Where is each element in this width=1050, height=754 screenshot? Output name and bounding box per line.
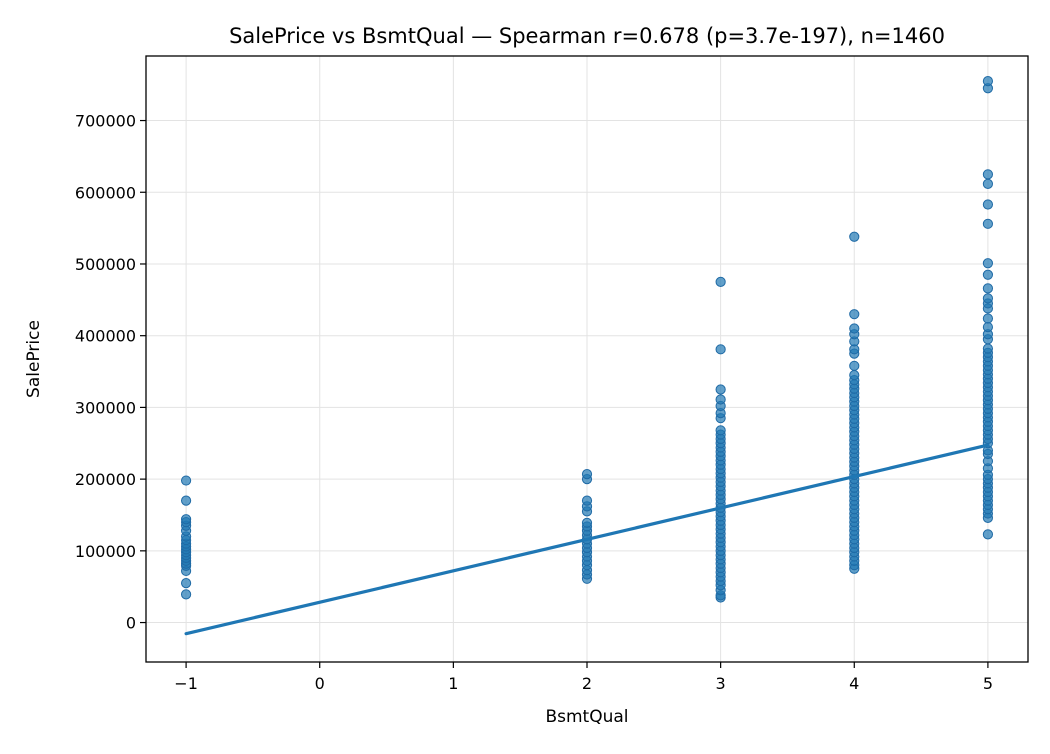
- data-point: [581, 469, 593, 480]
- data-point: [982, 313, 994, 324]
- y-tick-label: 500000: [75, 255, 136, 274]
- data-point: [715, 344, 726, 355]
- data-point: [982, 293, 994, 304]
- data-point: [982, 321, 994, 333]
- data-point: [180, 495, 192, 506]
- data-point: [715, 394, 726, 405]
- data-point: [849, 360, 860, 371]
- chart-title: SalePrice vs BsmtQual — Spearman r=0.678…: [229, 24, 945, 48]
- data-point: [715, 425, 726, 436]
- data-point: [982, 269, 994, 280]
- data-point: [849, 309, 860, 320]
- data-point: [982, 169, 994, 180]
- data-point: [581, 517, 593, 528]
- data-point: [982, 178, 994, 189]
- y-tick-label: 100000: [75, 542, 136, 561]
- regression-line: [184, 443, 990, 636]
- fit-line-layer: [184, 443, 990, 636]
- data-point: [849, 231, 860, 242]
- x-tick-label: 0: [315, 674, 325, 693]
- y-tick-label: 400000: [75, 327, 136, 346]
- x-tick-label: 4: [849, 674, 859, 693]
- x-axis-label: BsmtQual: [545, 707, 628, 727]
- x-tick-label: 2: [582, 674, 592, 693]
- y-axis-label: SalePrice: [24, 320, 44, 398]
- x-tick-label: 1: [448, 674, 458, 693]
- data-point: [982, 258, 994, 269]
- x-tick-label: 5: [983, 674, 993, 693]
- grid-lines: [146, 56, 1028, 662]
- y-tick-label: 700000: [75, 112, 136, 131]
- data-point: [982, 218, 994, 229]
- data-points: [180, 76, 994, 603]
- x-tick-label: 3: [716, 674, 726, 693]
- data-point: [715, 276, 726, 288]
- data-point: [849, 323, 860, 334]
- data-point: [982, 529, 994, 540]
- data-point: [982, 343, 994, 354]
- y-tick-label: 600000: [75, 183, 136, 202]
- y-axis-ticks: 0 100000 200000 300000 400000 500000 600000 700…: [75, 112, 146, 633]
- y-tick-label: 200000: [75, 470, 136, 489]
- y-tick-label: 300000: [75, 398, 136, 417]
- data-point: [982, 76, 994, 87]
- data-point: [982, 283, 994, 294]
- x-tick-label: −1: [174, 674, 198, 693]
- data-point: [180, 514, 192, 525]
- data-point: [180, 578, 192, 589]
- data-point: [715, 384, 726, 395]
- data-point: [982, 199, 994, 210]
- data-point: [180, 475, 192, 486]
- data-point: [581, 495, 593, 506]
- data-point: [180, 589, 192, 600]
- y-tick-label: 0: [126, 614, 136, 633]
- data-point: [849, 370, 860, 381]
- x-axis-ticks: −1 0 1 2 3 4 5: [174, 662, 993, 693]
